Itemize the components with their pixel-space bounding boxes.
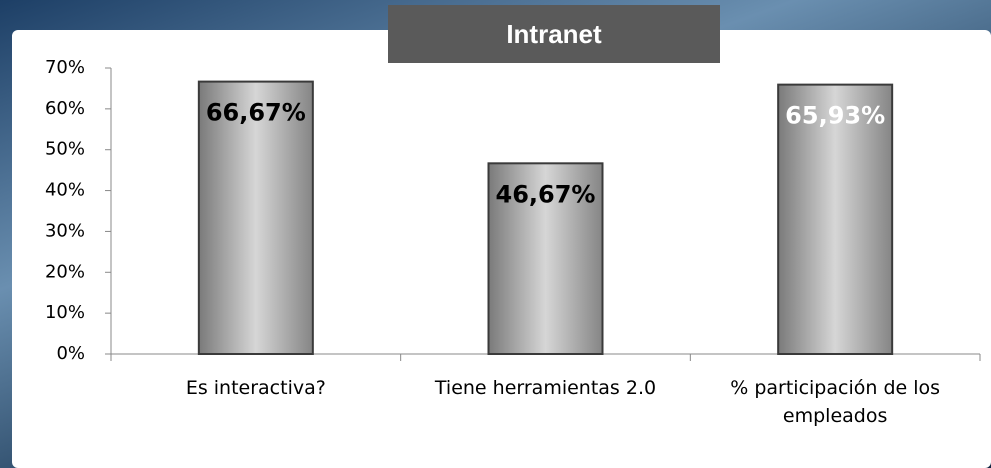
y-tick-label: 40% <box>45 180 85 201</box>
y-tick-label: 70% <box>45 57 85 78</box>
x-tick-label: Tiene herramientas 2.0 <box>434 377 657 399</box>
bar <box>487 162 604 355</box>
value-label: 66,67% <box>206 99 306 127</box>
y-tick-label: 10% <box>45 302 85 323</box>
value-label: 46,67% <box>496 180 596 208</box>
x-tick-label: % participación de los empleados <box>730 377 941 427</box>
y-tick-label: 0% <box>56 343 85 364</box>
chart-title: Intranet <box>388 5 720 63</box>
value-label: 65,93% <box>785 102 885 130</box>
bar <box>197 80 314 355</box>
y-tick-label: 20% <box>45 261 85 282</box>
bar <box>777 83 894 356</box>
x-tick-label: Es interactiva? <box>185 377 326 399</box>
y-tick-label: 30% <box>45 220 85 241</box>
y-tick-label: 60% <box>45 98 85 119</box>
y-tick-label: 50% <box>45 139 85 160</box>
